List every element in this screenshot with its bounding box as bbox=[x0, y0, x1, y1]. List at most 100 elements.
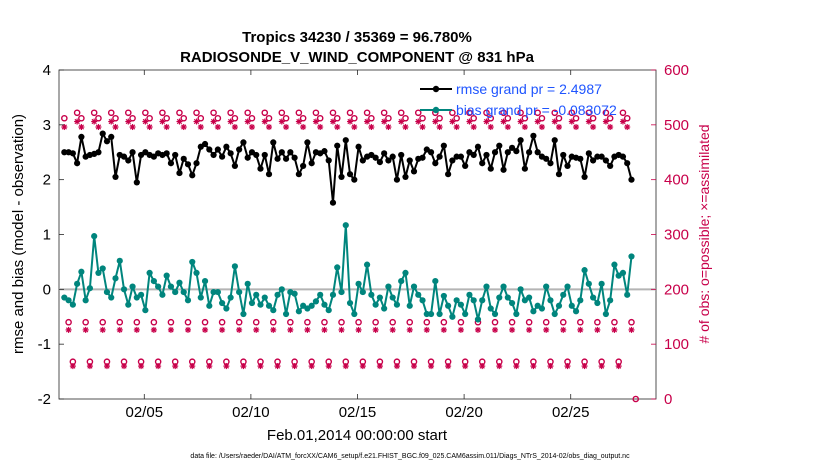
bias-point bbox=[74, 280, 81, 287]
obs-assimilated-marker bbox=[372, 326, 379, 333]
rmse-point bbox=[300, 162, 307, 170]
obs-assimilated-marker bbox=[555, 124, 562, 131]
obs-assimilated-marker bbox=[69, 363, 76, 370]
obs-possible-marker bbox=[235, 318, 243, 326]
obs-assimilated-marker bbox=[334, 124, 341, 131]
bias-point bbox=[607, 297, 614, 304]
obs-possible-marker bbox=[470, 114, 478, 122]
obs-possible-marker bbox=[346, 109, 354, 117]
obs-possible-marker bbox=[150, 318, 158, 326]
bias-point bbox=[291, 290, 298, 297]
obs-possible-marker bbox=[282, 114, 290, 122]
bias-point bbox=[329, 291, 337, 298]
obs-assimilated-marker bbox=[393, 363, 400, 370]
rmse-point bbox=[95, 149, 102, 156]
obs-assimilated-marker bbox=[202, 326, 209, 333]
obs-assimilated-marker bbox=[210, 118, 217, 125]
obs-assimilated-marker bbox=[359, 363, 366, 370]
rmse-point bbox=[479, 160, 486, 167]
x-tick-label: 02/25 bbox=[552, 404, 590, 421]
obs-possible-marker bbox=[231, 114, 239, 122]
obs-possible-marker bbox=[107, 109, 115, 117]
bias-point bbox=[504, 294, 511, 301]
rmse-point bbox=[560, 151, 567, 159]
obs-assimilated-marker bbox=[248, 124, 255, 131]
obs-assimilated-marker bbox=[274, 363, 281, 370]
rmse-point bbox=[496, 142, 503, 149]
rmse-point bbox=[240, 139, 247, 146]
obs-possible-marker bbox=[355, 318, 362, 326]
obs-possible-marker bbox=[521, 114, 529, 122]
rmse-point bbox=[521, 165, 528, 172]
rmse-point bbox=[129, 149, 136, 156]
obs-assimilated-marker bbox=[423, 326, 430, 333]
obs-assimilated-marker bbox=[95, 124, 102, 131]
obs-assimilated-marker bbox=[351, 124, 358, 131]
bias-point bbox=[474, 316, 482, 323]
rmse-point bbox=[624, 160, 631, 167]
obs-possible-marker bbox=[632, 395, 640, 403]
bias-point bbox=[197, 294, 204, 301]
obs-assimilated-marker bbox=[436, 124, 443, 131]
obs-assimilated-marker bbox=[325, 363, 332, 370]
bias-point bbox=[624, 291, 631, 298]
bias-point bbox=[189, 258, 196, 266]
obs-assimilated-marker bbox=[266, 124, 273, 131]
obs-assimilated-marker bbox=[91, 118, 98, 125]
rmse-point bbox=[223, 143, 230, 150]
obs-assimilated-marker bbox=[236, 326, 243, 333]
left-axis-ticks: -2 -1 0 1 2 3 4 bbox=[38, 62, 51, 408]
obs-assimilated-marker bbox=[509, 326, 516, 333]
obs-possible-marker bbox=[218, 318, 226, 326]
bias-point bbox=[479, 297, 486, 304]
obs-possible-marker bbox=[304, 318, 311, 326]
obs-assimilated-marker bbox=[197, 124, 204, 131]
bias-point bbox=[325, 307, 332, 314]
obs-possible-marker bbox=[589, 114, 597, 122]
bias-point bbox=[594, 299, 601, 307]
bias-point bbox=[611, 261, 618, 268]
obs-assimilated-marker bbox=[86, 363, 93, 370]
obs-possible-marker bbox=[159, 109, 166, 117]
obs-possible-marker bbox=[295, 109, 303, 117]
bias-point bbox=[419, 297, 426, 304]
obs-assimilated-marker bbox=[142, 118, 149, 125]
bias-point bbox=[389, 294, 396, 301]
bias-point bbox=[129, 283, 136, 290]
rmse-point bbox=[547, 160, 554, 167]
bias-point bbox=[427, 310, 435, 318]
obs-possible-marker bbox=[368, 114, 375, 122]
obs-assimilated-marker bbox=[534, 118, 541, 125]
right-tick-label: 200 bbox=[664, 281, 689, 298]
bias-point bbox=[453, 297, 460, 304]
bias-point bbox=[193, 269, 200, 276]
rmse-point bbox=[329, 199, 337, 206]
bias-point bbox=[581, 267, 588, 274]
obs-assimilated-marker bbox=[419, 124, 426, 131]
obs-assimilated-marker bbox=[611, 326, 618, 333]
rmse-point bbox=[359, 157, 366, 164]
rmse-point bbox=[585, 150, 592, 157]
obs-assimilated-marker bbox=[368, 124, 375, 131]
obs-possible-marker bbox=[278, 109, 286, 117]
rmse-point bbox=[74, 160, 81, 167]
bias-point bbox=[619, 269, 627, 276]
rmse-point bbox=[602, 157, 609, 164]
rmse-point bbox=[346, 171, 354, 178]
obs-assimilated-marker bbox=[585, 118, 592, 125]
rmse-point bbox=[410, 168, 418, 175]
bias-point bbox=[551, 310, 558, 318]
rmse-point bbox=[470, 151, 477, 159]
obs-assimilated-marker bbox=[163, 124, 170, 131]
rmse-point bbox=[274, 155, 281, 162]
rmse-point bbox=[193, 160, 200, 167]
rmse-point bbox=[291, 154, 298, 161]
rmse-point bbox=[393, 176, 401, 183]
bias-point bbox=[406, 302, 413, 309]
rmse-point bbox=[278, 149, 285, 156]
obs-possible-marker bbox=[487, 114, 495, 122]
rmse-point bbox=[398, 151, 405, 159]
obs-assimilated-marker bbox=[287, 326, 294, 333]
obs-assimilated-marker bbox=[573, 124, 580, 131]
obs-possible-marker bbox=[594, 318, 601, 326]
